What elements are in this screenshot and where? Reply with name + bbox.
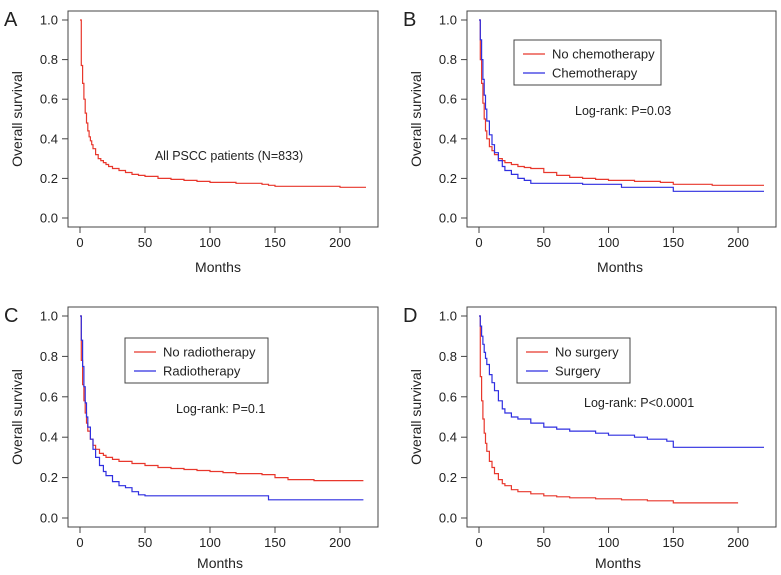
panel-letter: D xyxy=(403,305,417,327)
y-tick-label: 0.4 xyxy=(439,131,457,146)
y-tick-label: 0.4 xyxy=(40,430,58,445)
x-tick-label: 200 xyxy=(727,535,749,550)
curve-no-chemotherapy xyxy=(479,19,764,186)
x-tick-label: 100 xyxy=(598,235,620,250)
x-tick-label: 150 xyxy=(264,535,286,550)
y-axis-title: Overall survival xyxy=(9,71,25,167)
y-tick-label: 0.2 xyxy=(439,470,457,485)
x-tick-label: 0 xyxy=(475,535,482,550)
plot-frame xyxy=(67,10,379,228)
y-tick-label: 0.8 xyxy=(439,52,457,67)
legend-label: Radiotherapy xyxy=(163,364,241,379)
x-tick-label: 50 xyxy=(138,535,152,550)
y-tick-label: 0.8 xyxy=(40,349,58,364)
panel-letter: B xyxy=(403,9,416,31)
y-tick-label: 1.0 xyxy=(439,13,457,28)
y-tick-label: 0.6 xyxy=(439,389,457,404)
y-tick-label: 0.0 xyxy=(40,211,58,226)
x-tick-label: 50 xyxy=(537,235,551,250)
annotation: All PSCC patients (N=833) xyxy=(155,149,303,163)
plot-frame xyxy=(466,10,777,228)
y-tick-label: 0.6 xyxy=(40,389,58,404)
y-tick-label: 0.2 xyxy=(439,171,457,186)
legend-box xyxy=(516,337,631,384)
x-tick-label: 150 xyxy=(662,235,684,250)
y-tick-label: 0.6 xyxy=(439,92,457,107)
y-tick-label: 0.6 xyxy=(40,92,58,107)
y-tick-label: 0.0 xyxy=(40,511,58,526)
panel-a: A 0.0 0.2 0.4 0.6 0.8 1.0 0 50 100 150 200 Months Ove… xyxy=(4,9,379,275)
legend: No surgery Surgery xyxy=(516,337,631,384)
x-tick-label: 200 xyxy=(329,235,351,250)
legend: No radiotherapy Radiotherapy xyxy=(124,337,269,384)
y-tick-label: 1.0 xyxy=(40,309,58,324)
legend-label: No radiotherapy xyxy=(163,345,256,360)
legend-box xyxy=(124,337,269,384)
x-tick-label: 100 xyxy=(199,535,221,550)
y-tick-label: 0.2 xyxy=(40,171,58,186)
legend-label: No chemotherapy xyxy=(552,47,655,62)
x-axis-title: Months xyxy=(195,259,241,275)
x-axis-title: Months xyxy=(595,555,641,571)
x-tick-label: 0 xyxy=(475,235,482,250)
y-tick-label: 1.0 xyxy=(439,309,457,324)
legend-box xyxy=(513,39,662,86)
curve-radiotherapy xyxy=(80,315,364,501)
x-tick-label: 200 xyxy=(329,535,351,550)
x-axis-title: Months xyxy=(197,555,243,571)
legend-label: Surgery xyxy=(555,364,601,379)
annotation: Log-rank: P<0.0001 xyxy=(584,396,694,410)
panel-d: D 0.0 0.2 0.4 0.6 0.8 1.0 0 50 100 150 200 Months Ove… xyxy=(403,305,777,571)
y-tick-label: 0.8 xyxy=(40,52,58,67)
plot-frame xyxy=(67,306,379,528)
x-tick-label: 100 xyxy=(199,235,221,250)
y-tick-label: 0.8 xyxy=(439,349,457,364)
legend-label: Chemotherapy xyxy=(552,66,638,81)
y-tick-label: 0.0 xyxy=(439,211,457,226)
y-tick-label: 0.4 xyxy=(439,430,457,445)
y-tick-label: 1.0 xyxy=(40,13,58,28)
y-axis-title: Overall survival xyxy=(408,369,424,465)
curve-all-pscc-patients xyxy=(80,19,366,188)
legend-label: No surgery xyxy=(555,345,619,360)
x-tick-label: 150 xyxy=(662,535,684,550)
y-axis-title: Overall survival xyxy=(9,369,25,465)
panel-letter: C xyxy=(4,305,18,327)
y-axis-title: Overall survival xyxy=(408,71,424,167)
y-tick-label: 0.2 xyxy=(40,470,58,485)
x-tick-label: 50 xyxy=(138,235,152,250)
x-axis-title: Months xyxy=(597,259,643,275)
curve-no-surgery xyxy=(479,315,739,504)
curve-surgery xyxy=(479,315,764,448)
x-tick-label: 100 xyxy=(598,535,620,550)
panel-b: B 0.0 0.2 0.4 0.6 0.8 1.0 0 50 100 150 200 Months Ove… xyxy=(403,9,777,275)
annotation: Log-rank: P=0.03 xyxy=(575,104,671,118)
panel-letter: A xyxy=(4,9,18,31)
curve-chemotherapy xyxy=(479,19,764,192)
y-tick-label: 0.4 xyxy=(40,131,58,146)
x-tick-label: 200 xyxy=(727,235,749,250)
legend: No chemotherapy Chemotherapy xyxy=(513,39,662,86)
panel-c: C 0.0 0.2 0.4 0.6 0.8 1.0 0 50 100 150 200 Months Ove… xyxy=(4,305,379,571)
plot-frame xyxy=(466,306,777,528)
x-tick-label: 0 xyxy=(76,235,83,250)
x-tick-label: 50 xyxy=(537,535,551,550)
x-tick-label: 150 xyxy=(264,235,286,250)
x-tick-label: 0 xyxy=(76,535,83,550)
y-tick-label: 0.0 xyxy=(439,511,457,526)
annotation: Log-rank: P=0.1 xyxy=(176,402,265,416)
